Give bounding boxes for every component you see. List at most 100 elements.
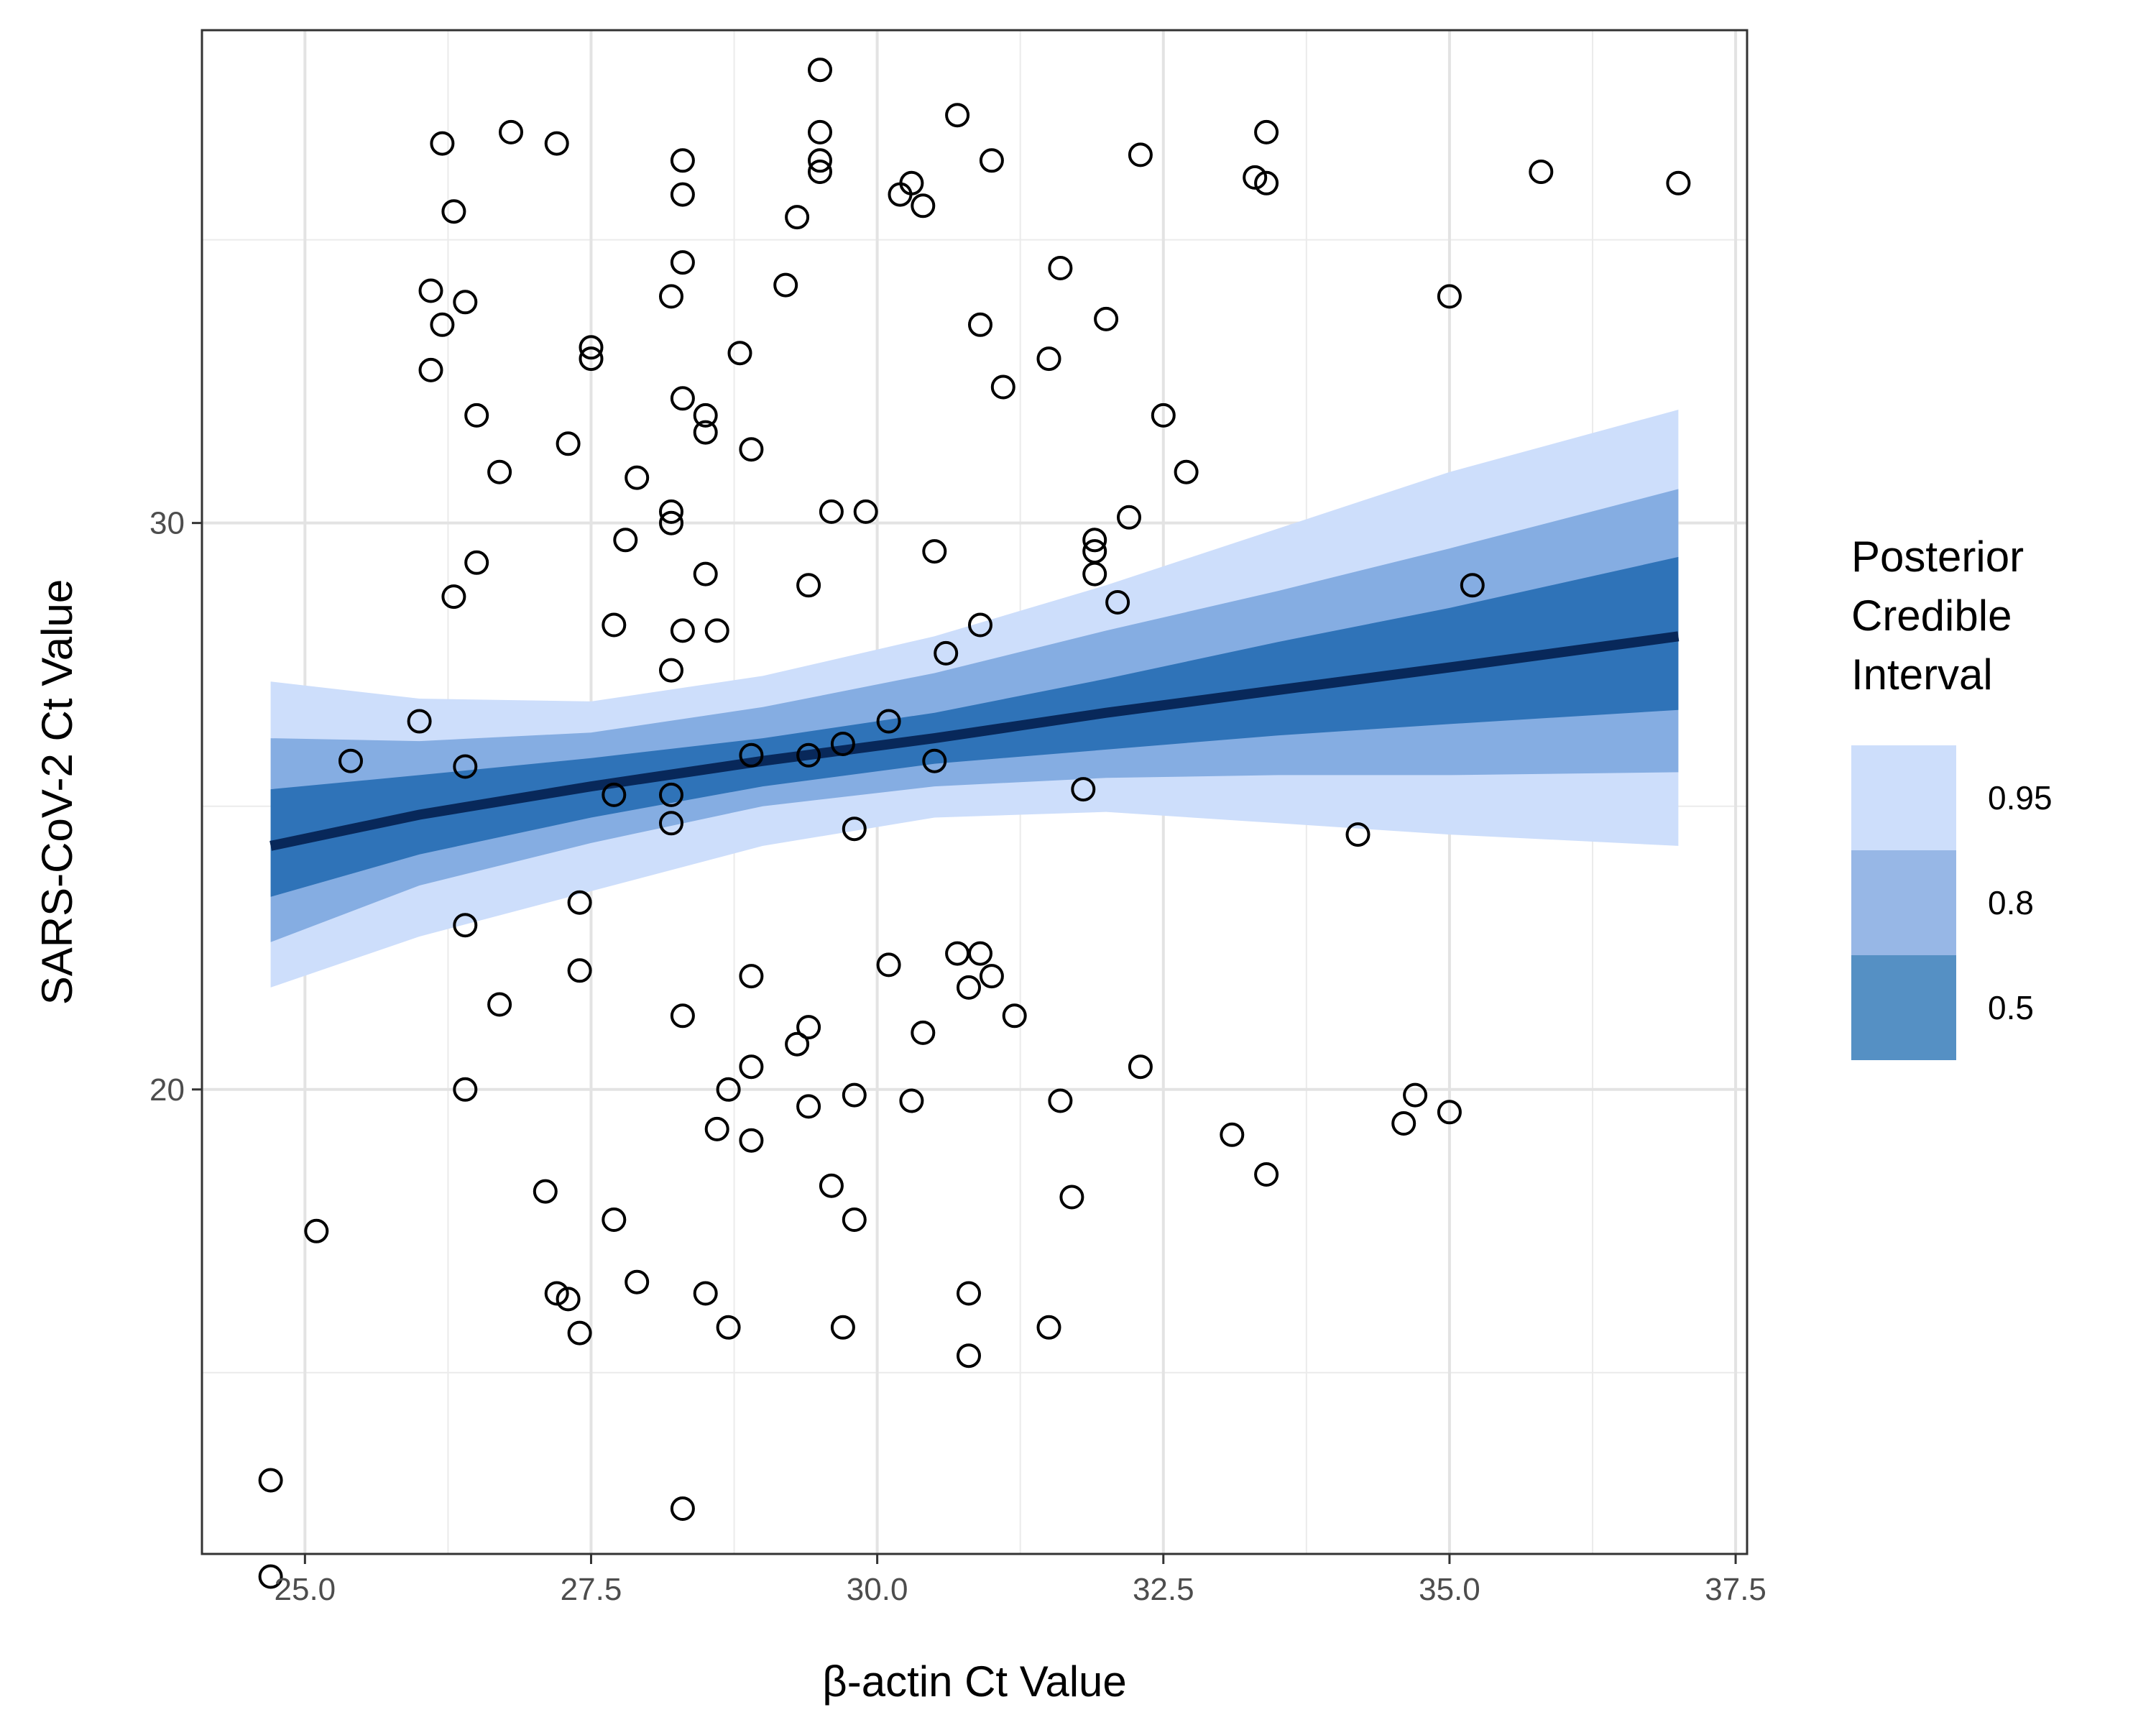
data-point: [338, 748, 363, 773]
data-point: [842, 1082, 867, 1108]
data-point: [1128, 142, 1153, 167]
data-point: [1666, 170, 1691, 196]
data-point: [670, 250, 695, 275]
data-point: [819, 1173, 844, 1198]
data-point: [1220, 1122, 1245, 1147]
data-point: [796, 1094, 821, 1119]
data-point: [258, 1564, 283, 1589]
data-point: [990, 374, 1015, 400]
data-point: [659, 510, 683, 535]
data-point: [693, 420, 718, 445]
data-point: [979, 148, 1004, 173]
data-point: [945, 103, 970, 128]
data-point: [670, 148, 695, 173]
posterior-median-line: [270, 631, 1680, 851]
data-point: [453, 290, 478, 315]
data-point: [899, 1088, 924, 1113]
data-point: [796, 742, 821, 768]
data-point: [1071, 777, 1096, 802]
data-point: [739, 437, 764, 462]
data-point: [739, 742, 764, 768]
data-point: [544, 1281, 569, 1306]
data-point: [968, 941, 992, 966]
data-point: [911, 193, 936, 218]
data-point: [1094, 306, 1119, 331]
data-point: [842, 1208, 867, 1232]
data-points: [258, 58, 1691, 1589]
x-axis-ticks: 25.0 27.5 30.0 32.5 35.0 37.5: [275, 1554, 1766, 1607]
data-point: [1243, 165, 1268, 190]
x-axis-title: β-actin Ct Value: [822, 1657, 1127, 1706]
data-point: [487, 459, 512, 484]
data-point: [808, 148, 832, 173]
data-point: [934, 640, 959, 666]
fit-line-group: [270, 631, 1680, 851]
data-point: [1048, 1088, 1073, 1113]
data-point: [876, 952, 901, 978]
data-point: [659, 658, 683, 683]
x-tick-label: 30.0: [847, 1572, 908, 1607]
x-tick-label: 35.0: [1419, 1572, 1480, 1607]
data-point: [739, 1054, 764, 1080]
legend-title-line-1: Posterior: [1851, 533, 2024, 581]
legend-title-line-3: Interval: [1851, 650, 1993, 699]
data-point: [957, 975, 981, 1000]
legend-key-050: [1851, 955, 1956, 1060]
data-point: [739, 964, 764, 989]
data-point: [785, 205, 810, 230]
data-point: [1082, 539, 1107, 564]
data-point: [1002, 1003, 1027, 1029]
data-point: [453, 754, 478, 779]
x-tick-label: 37.5: [1705, 1572, 1766, 1607]
data-point: [853, 499, 878, 524]
data-point: [407, 709, 432, 734]
data-point: [957, 1281, 981, 1306]
data-point: [704, 1116, 729, 1141]
data-point: [819, 499, 844, 524]
data-point: [659, 499, 683, 524]
data-point: [1036, 346, 1061, 372]
data-point: [1174, 459, 1199, 484]
data-point: [1117, 505, 1141, 530]
y-tick-label: 20: [149, 1072, 185, 1108]
data-point: [441, 584, 466, 610]
data-point: [602, 782, 627, 807]
plot-border: [201, 29, 1749, 1555]
band-0.5: [270, 556, 1679, 897]
data-point: [830, 1315, 855, 1340]
data-point: [613, 528, 638, 553]
data-point: [773, 272, 798, 298]
data-point: [670, 1003, 695, 1029]
x-tick-label: 32.5: [1133, 1572, 1194, 1607]
data-point: [487, 992, 512, 1017]
data-point: [979, 964, 1004, 989]
data-point: [556, 431, 581, 456]
data-point: [418, 357, 443, 382]
data-point: [922, 748, 947, 773]
data-point: [602, 1208, 627, 1232]
data-point: [304, 1218, 329, 1243]
data-point: [1254, 1162, 1279, 1187]
data-point: [430, 312, 455, 337]
data-point: [1437, 284, 1462, 309]
data-point: [1151, 402, 1176, 428]
data-point: [625, 1269, 650, 1294]
data-point: [567, 1320, 592, 1346]
data-point: [739, 1128, 764, 1153]
data-point: [716, 1077, 741, 1102]
data-point: [1345, 822, 1370, 847]
data-point: [693, 561, 718, 586]
data-point: [727, 341, 752, 366]
data-point: [968, 612, 992, 638]
data-point: [1254, 119, 1279, 144]
data-point: [464, 402, 489, 428]
data-point: [441, 199, 466, 224]
data-point: [464, 550, 489, 575]
data-point: [808, 58, 832, 83]
credible-interval-bands: [270, 410, 1679, 988]
data-point: [922, 539, 947, 564]
data-point: [1529, 160, 1554, 184]
data-point: [258, 1468, 283, 1493]
